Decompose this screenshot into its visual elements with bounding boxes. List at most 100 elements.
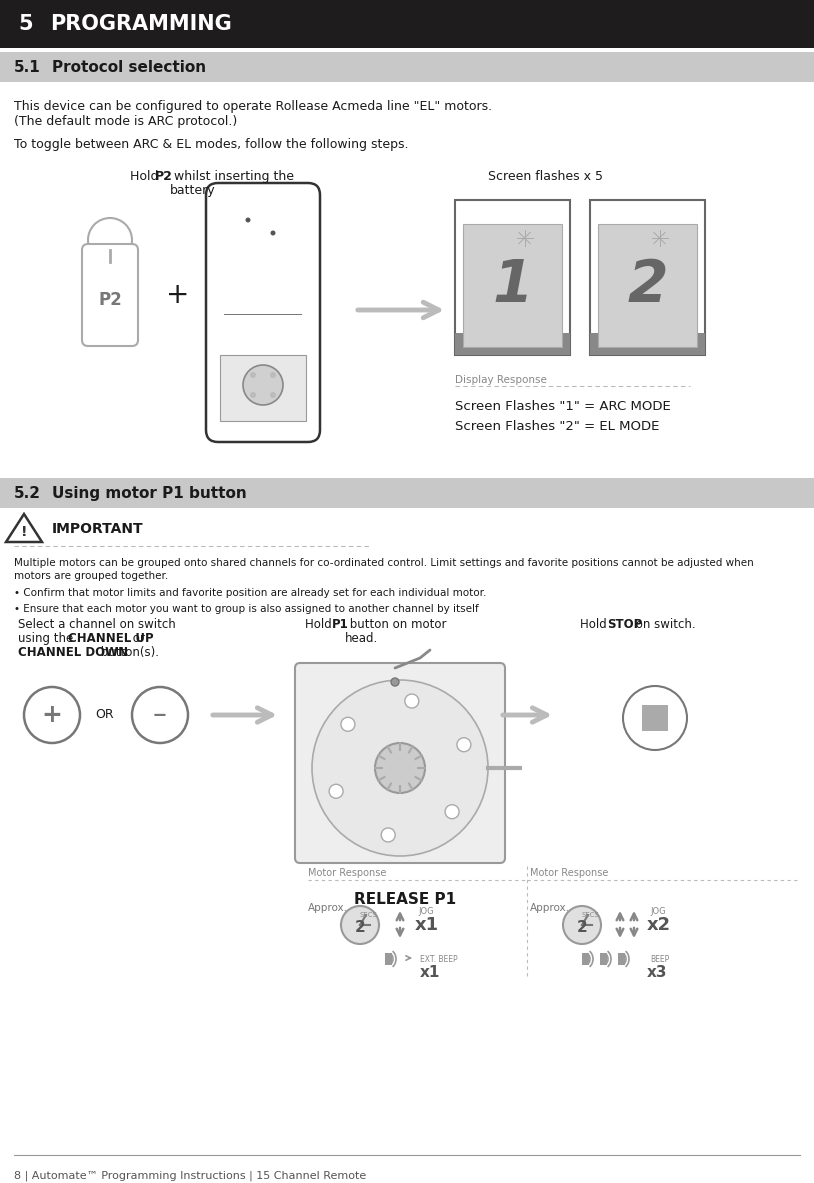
Circle shape — [375, 743, 425, 793]
Text: RELEASE P1: RELEASE P1 — [354, 892, 456, 907]
Text: Approx.: Approx. — [308, 903, 348, 913]
Text: 5.1: 5.1 — [14, 59, 41, 75]
Circle shape — [270, 231, 275, 235]
Text: Hold: Hold — [130, 170, 163, 183]
Text: or: or — [129, 632, 145, 645]
Text: button on motor: button on motor — [346, 618, 447, 631]
Text: P2: P2 — [98, 291, 122, 309]
Text: CHANNEL UP: CHANNEL UP — [68, 632, 154, 645]
Text: 2: 2 — [576, 919, 588, 935]
Circle shape — [250, 392, 256, 397]
FancyBboxPatch shape — [582, 953, 589, 965]
FancyBboxPatch shape — [0, 82, 814, 84]
FancyBboxPatch shape — [463, 224, 562, 347]
Circle shape — [329, 784, 343, 799]
Text: STOP: STOP — [607, 618, 642, 631]
FancyBboxPatch shape — [385, 953, 392, 965]
FancyBboxPatch shape — [0, 0, 814, 49]
Text: +: + — [42, 703, 63, 728]
Text: Multiple motors can be grouped onto shared channels for co-ordinated control. Li: Multiple motors can be grouped onto shar… — [14, 558, 754, 568]
Circle shape — [243, 366, 283, 405]
Text: 8 | Automate™ Programming Instructions | 15 Channel Remote: 8 | Automate™ Programming Instructions |… — [14, 1170, 366, 1181]
FancyBboxPatch shape — [598, 224, 697, 347]
FancyBboxPatch shape — [455, 200, 570, 355]
FancyBboxPatch shape — [224, 313, 302, 315]
Text: OR: OR — [96, 709, 114, 722]
Text: PROGRAMMING: PROGRAMMING — [50, 14, 232, 34]
Circle shape — [623, 686, 687, 750]
Text: Hold: Hold — [580, 618, 610, 631]
Text: Hold: Hold — [305, 618, 335, 631]
Text: 5.2: 5.2 — [14, 485, 41, 500]
FancyBboxPatch shape — [0, 49, 814, 50]
Text: To toggle between ARC & EL modes, follow the following steps.: To toggle between ARC & EL modes, follow… — [14, 138, 409, 151]
Circle shape — [381, 828, 395, 842]
Text: IMPORTANT: IMPORTANT — [52, 522, 143, 536]
Text: 5: 5 — [18, 14, 33, 34]
Circle shape — [250, 371, 256, 379]
Circle shape — [270, 392, 276, 397]
Text: P2: P2 — [155, 170, 173, 183]
Text: SECS: SECS — [581, 912, 599, 918]
Circle shape — [405, 694, 419, 709]
Text: EXT. BEEP: EXT. BEEP — [420, 955, 457, 964]
FancyBboxPatch shape — [455, 332, 570, 355]
Text: x1: x1 — [415, 916, 439, 935]
Text: This device can be configured to operate Rollease Acmeda line "EL" motors.: This device can be configured to operate… — [14, 101, 492, 114]
Text: battery: battery — [170, 185, 216, 198]
Circle shape — [445, 804, 459, 819]
Text: (The default mode is ARC protocol.): (The default mode is ARC protocol.) — [14, 115, 237, 128]
Text: Motor Response: Motor Response — [308, 868, 387, 878]
Text: +: + — [166, 282, 190, 309]
Text: CHANNEL DOWN: CHANNEL DOWN — [18, 646, 128, 659]
Text: Screen Flashes "1" = ARC MODE: Screen Flashes "1" = ARC MODE — [455, 400, 671, 413]
Text: • Ensure that each motor you want to group is also assigned to another channel b: • Ensure that each motor you want to gro… — [14, 605, 479, 614]
Text: whilst inserting the: whilst inserting the — [170, 170, 294, 183]
Text: • Confirm that motor limits and favorite position are already set for each indiv: • Confirm that motor limits and favorite… — [14, 588, 487, 597]
Circle shape — [341, 906, 379, 944]
Polygon shape — [6, 513, 42, 542]
Text: Display Response: Display Response — [455, 375, 547, 384]
Circle shape — [312, 680, 488, 856]
Circle shape — [341, 717, 355, 731]
FancyBboxPatch shape — [600, 953, 607, 965]
FancyBboxPatch shape — [0, 478, 814, 508]
Text: !: ! — [20, 525, 27, 539]
Text: on switch.: on switch. — [632, 618, 696, 631]
Text: Protocol selection: Protocol selection — [52, 59, 206, 75]
Text: JOG: JOG — [418, 907, 434, 916]
FancyBboxPatch shape — [590, 332, 705, 355]
Text: Approx.: Approx. — [530, 903, 570, 913]
FancyBboxPatch shape — [0, 476, 814, 478]
Text: x3: x3 — [647, 965, 667, 980]
FancyBboxPatch shape — [590, 200, 705, 355]
Circle shape — [457, 738, 471, 751]
FancyBboxPatch shape — [220, 355, 306, 421]
Text: x2: x2 — [647, 916, 671, 935]
Circle shape — [246, 218, 251, 222]
Circle shape — [270, 371, 276, 379]
Text: BEEP: BEEP — [650, 955, 669, 964]
Text: 2: 2 — [355, 919, 365, 935]
Circle shape — [88, 218, 132, 261]
FancyBboxPatch shape — [642, 705, 668, 731]
Text: Select a channel on switch: Select a channel on switch — [18, 618, 176, 631]
Text: P1: P1 — [332, 618, 348, 631]
Text: Screen flashes x 5: Screen flashes x 5 — [488, 170, 602, 183]
FancyBboxPatch shape — [82, 244, 138, 345]
Text: –: – — [153, 702, 167, 729]
FancyBboxPatch shape — [618, 953, 625, 965]
Text: Motor Response: Motor Response — [530, 868, 608, 878]
Circle shape — [24, 687, 80, 743]
Circle shape — [391, 678, 399, 686]
Text: Screen Flashes "2" = EL MODE: Screen Flashes "2" = EL MODE — [455, 420, 659, 433]
Text: Using motor P1 button: Using motor P1 button — [52, 485, 247, 500]
Circle shape — [132, 687, 188, 743]
Text: using the: using the — [18, 632, 77, 645]
Text: 1: 1 — [492, 257, 533, 313]
Text: SECS: SECS — [359, 912, 377, 918]
Text: x1: x1 — [420, 965, 440, 980]
FancyBboxPatch shape — [295, 662, 505, 864]
FancyBboxPatch shape — [0, 52, 814, 82]
Circle shape — [563, 906, 601, 944]
